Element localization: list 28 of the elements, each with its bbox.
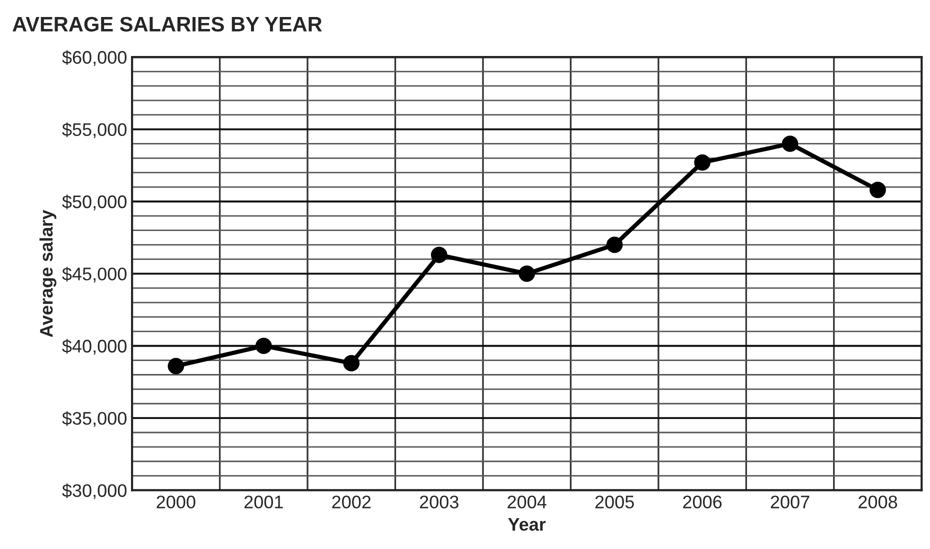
x-tick-label: 2005 [595,496,634,508]
point [606,236,623,253]
y-tick-label: $40,000 [62,339,126,355]
point [870,182,886,198]
x-tick-label: 2001 [244,496,283,508]
y-tick-label: $60,000 [62,50,126,66]
point [168,358,184,374]
point [430,246,448,264]
y-tick-label: $45,000 [62,266,126,283]
x-tick-label: 2006 [683,496,722,508]
x-tick-label: 2004 [508,496,546,508]
x-tick-label: 2002 [332,496,371,508]
y-tick-label: $35,000 [62,411,126,427]
x-tick-label: 2000 [156,496,196,508]
point [782,136,798,152]
y-axis-title: Average salary [39,210,56,338]
point [518,266,536,282]
point [343,355,360,372]
y-tick-label: $30,000 [62,483,126,500]
y-tick-label: $55,000 [62,122,126,138]
point [694,154,710,171]
y-tick-label: $50,000 [62,194,126,210]
chart-title: AVERAGE SALARIES BY YEAR [12,16,322,32]
x-tick-label: 2008 [858,496,898,508]
x-axis-title: Year [508,518,546,531]
point [255,338,272,354]
x-tick-label: 2003 [420,496,458,508]
x-tick-label: 2007 [770,496,810,508]
